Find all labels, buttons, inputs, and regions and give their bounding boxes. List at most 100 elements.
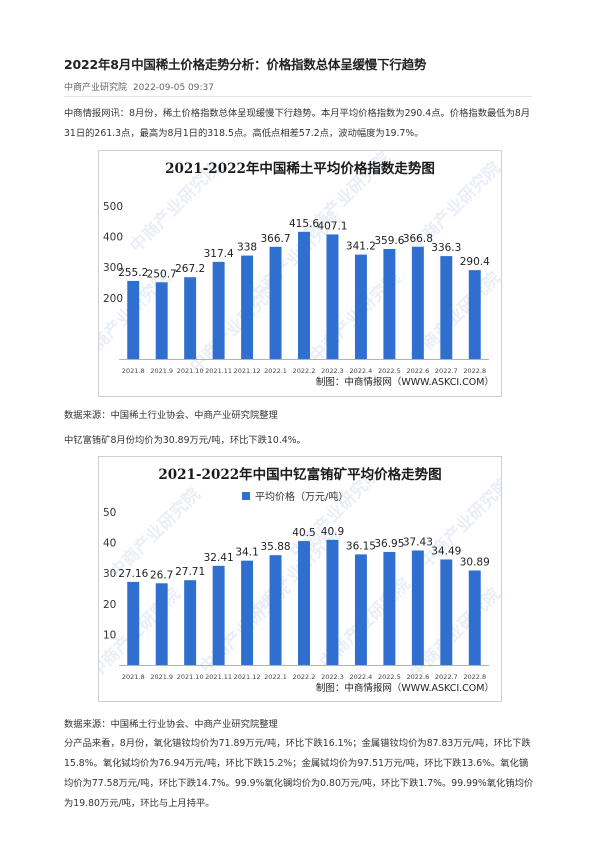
x-tick-label: 2021.9 [150, 673, 173, 681]
bar [468, 570, 481, 665]
data-label: 26.7 [150, 569, 173, 581]
data-label: 34.1 [235, 547, 258, 559]
source-note-2: 数据来源：中国稀土行业协会、中商产业研究院整理 [64, 719, 278, 730]
bar [269, 246, 282, 359]
data-label: 32.41 [204, 552, 234, 564]
data-label: 40.5 [292, 527, 315, 539]
bar [326, 539, 339, 665]
chart-title: 2021-2022年中国中钇富铕矿平均价格走势图 [158, 466, 441, 483]
data-label: 336.3 [431, 242, 461, 254]
x-tick-label: 2022.5 [378, 367, 401, 375]
data-label: 37.43 [403, 536, 433, 548]
paragraph-yttrium: 中钇富铕矿8月份均价为30.89万元/吨，环比下跌10.4%。 [64, 435, 306, 446]
bar [241, 560, 254, 665]
bar [127, 280, 140, 359]
bar [411, 246, 424, 359]
bar [241, 255, 254, 359]
x-tick-label: 2022.7 [435, 367, 458, 375]
chart-credit: 制图：中商情报网（WWW.ASKCI.COM） [316, 682, 494, 694]
chart-yttrium-price: 中商产业研究院 中商产业研究院 中商产业研究院 中商产业研究院 中商产业研究院 中商产业研… [98, 456, 502, 702]
x-tick-label: 2022.6 [406, 673, 429, 681]
bar [440, 256, 453, 359]
data-label: 317.4 [204, 248, 234, 260]
bar [269, 555, 282, 665]
y-tick-label: 300 [103, 262, 123, 274]
x-tick-label: 2022.3 [321, 673, 344, 681]
x-tick-label: 2021.12 [234, 367, 261, 375]
x-tick-label: 2022.7 [435, 673, 458, 681]
bar [383, 551, 396, 665]
data-label: 255.2 [118, 267, 148, 279]
chart-title: 2021-2022年中国稀土平均价格指数走势图 [165, 160, 435, 177]
data-label: 359.6 [374, 235, 404, 247]
x-tick-label: 2021.12 [234, 673, 261, 681]
bar [440, 559, 453, 665]
article-source[interactable]: 中商产业研究院 [64, 83, 128, 93]
x-tick-label: 2022.1 [264, 673, 287, 681]
bar [468, 270, 481, 359]
bar [212, 261, 225, 359]
chart-credit: 制图：中商情报网（WWW.ASKCI.COM） [316, 376, 494, 388]
article-meta: 中商产业研究院 2022-09-05 09:37 [64, 80, 214, 93]
data-label: 338 [237, 242, 257, 254]
legend-label: 平均价格（万元/吨） [255, 490, 348, 503]
x-tick-label: 2022.4 [350, 673, 373, 681]
x-tick-label: 2022.1 [264, 367, 287, 375]
y-tick-label: 500 [103, 201, 123, 213]
bar [184, 580, 197, 665]
divider [64, 96, 532, 97]
bar [212, 565, 225, 665]
x-tick-label: 2022.4 [350, 367, 373, 375]
x-tick-label: 2021.8 [122, 367, 145, 375]
x-tick-label: 2021.10 [177, 673, 204, 681]
y-tick-label: 200 [103, 293, 123, 305]
x-tick-label: 2021.11 [205, 367, 232, 375]
x-tick-label: 2022.6 [406, 367, 429, 375]
intro-paragraph: 中商情报网讯：8月份，稀土价格指数总体呈现缓慢下行趋势。本月平均价格指数为290… [64, 108, 531, 139]
x-tick-label: 2022.2 [293, 673, 316, 681]
bar [155, 583, 168, 665]
source-note-1: 数据来源：中国稀土行业协会、中商产业研究院整理 [64, 410, 278, 421]
bar [298, 541, 310, 665]
chart-price-index: 中商产业研究院 中商产业研究院 中商产业研究院 中商产业研究院 中商产业研究院 中商产业研… [98, 150, 502, 397]
bar [155, 282, 168, 359]
legend-swatch [242, 492, 250, 500]
x-tick-label: 2021.9 [150, 367, 173, 375]
bar [354, 254, 367, 359]
data-label: 34.49 [431, 545, 461, 557]
data-label: 36.15 [346, 540, 376, 552]
data-label: 407.1 [317, 220, 347, 232]
x-tick-label: 2021.11 [205, 673, 232, 681]
y-tick-label: 10 [103, 629, 116, 641]
y-tick-label: 400 [103, 232, 123, 244]
data-label: 27.71 [175, 566, 205, 578]
data-label: 267.2 [175, 263, 205, 275]
data-label: 290.4 [460, 256, 490, 268]
data-label: 36.95 [374, 538, 404, 550]
article-date: 2022-09-05 09:37 [132, 83, 214, 93]
products-paragraph: 分产品来看，8月份，氧化镨钕均价为71.89万元/吨，环比下跌16.1%；金属镨… [64, 738, 534, 809]
x-tick-label: 2021.10 [177, 367, 204, 375]
bar [411, 550, 424, 665]
data-label: 40.9 [321, 526, 344, 538]
y-tick-label: 40 [103, 538, 116, 550]
data-label: 30.89 [460, 556, 490, 568]
x-tick-label: 2022.2 [293, 367, 316, 375]
x-tick-label: 2022.8 [463, 673, 486, 681]
bar [326, 234, 339, 359]
data-label: 250.7 [147, 268, 177, 280]
y-tick-label: 50 [103, 507, 116, 519]
x-tick-label: 2022.5 [378, 673, 401, 681]
data-label: 27.16 [118, 568, 148, 580]
bar [184, 277, 197, 359]
x-tick-label: 2022.3 [321, 367, 344, 375]
data-label: 415.6 [289, 218, 319, 230]
bar [127, 581, 140, 665]
data-label: 366.8 [403, 233, 433, 245]
bar [298, 231, 310, 359]
x-tick-label: 2021.8 [122, 673, 145, 681]
bar [383, 248, 396, 359]
y-tick-label: 30 [103, 568, 116, 580]
